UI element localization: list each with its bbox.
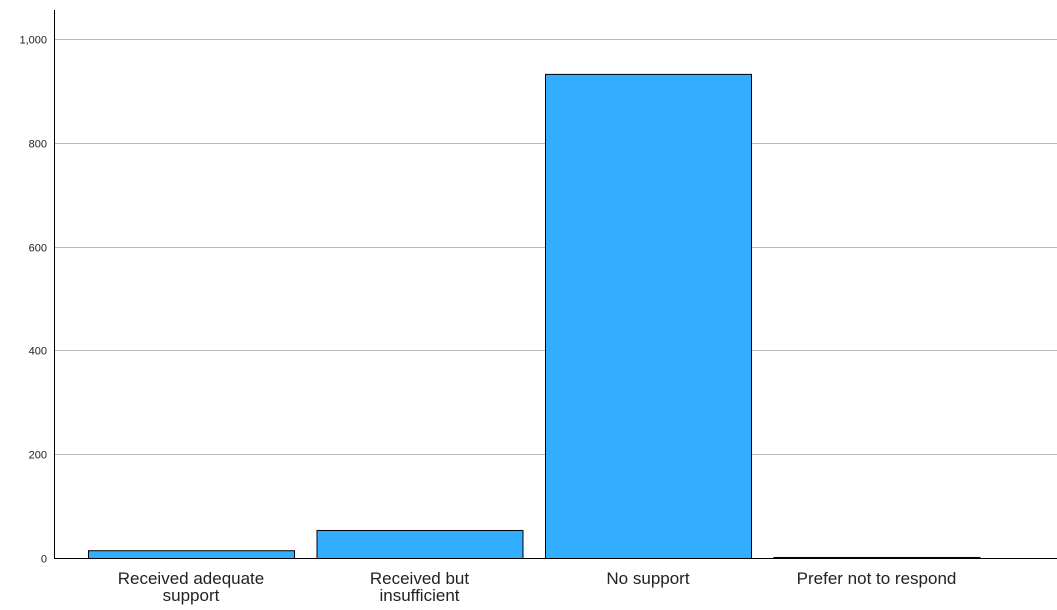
- y-tick-label: 800: [29, 139, 47, 151]
- y-tick-labels: 0 200 400 600 800 1,000: [19, 35, 47, 566]
- category-label-line: Prefer not to respond: [797, 569, 957, 588]
- y-tick-label: 600: [29, 243, 47, 255]
- y-tick-label: 400: [29, 346, 47, 358]
- category-label: Prefer not to respond: [797, 569, 957, 588]
- category-label-line: Received but: [370, 569, 470, 588]
- category-label-line: insufficient: [379, 586, 459, 605]
- bar: [316, 529, 524, 559]
- y-tick-label: 0: [41, 554, 47, 566]
- y-tick-label: 200: [29, 450, 47, 462]
- category-label: No support: [606, 569, 689, 588]
- category-label-line: Received adequate: [118, 569, 265, 588]
- category-label-line: support: [163, 586, 220, 605]
- bar: [88, 550, 295, 560]
- category-label: Received but insufficient: [370, 569, 470, 605]
- bars: [88, 73, 981, 560]
- category-label-line: No support: [606, 569, 689, 588]
- category-label: Received adequate support: [118, 569, 265, 605]
- bar: [545, 73, 752, 559]
- category-labels: Received adequate support Received but insu…: [118, 569, 957, 605]
- y-tick-label: 1,000: [19, 35, 47, 47]
